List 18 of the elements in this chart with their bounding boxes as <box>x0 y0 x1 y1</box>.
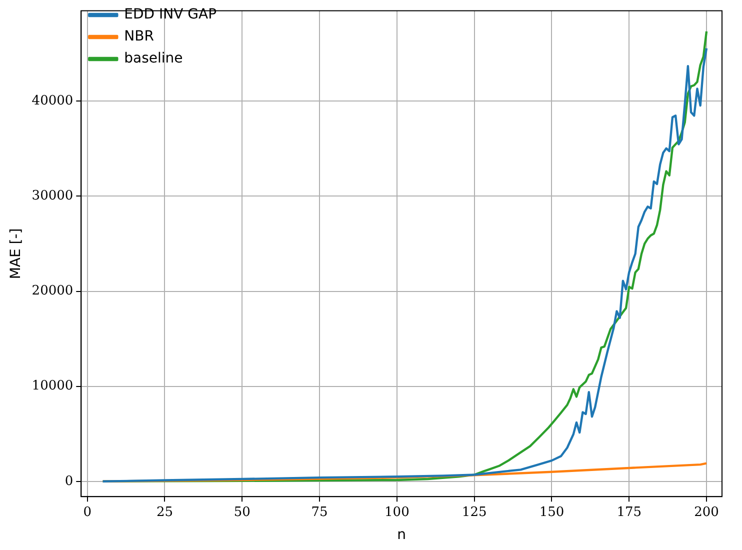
x-tick-label: 175 <box>616 504 642 520</box>
x-tick-label: 100 <box>384 504 410 520</box>
x-tick-label: 200 <box>694 504 719 520</box>
x-tick-label: 50 <box>234 504 250 520</box>
y-tick-label: 30000 <box>32 188 74 204</box>
x-tick-label: 150 <box>539 504 564 520</box>
y-tick-label: 10000 <box>32 378 74 394</box>
x-axis-title: n <box>397 527 406 544</box>
legend-label: NBR <box>124 28 154 45</box>
legend-label: baseline <box>124 50 183 67</box>
x-tick-label: 125 <box>462 504 487 520</box>
y-axis-title: MAE [-] <box>8 228 24 280</box>
y-tick-label: 40000 <box>32 93 74 108</box>
x-tick-label: 0 <box>83 504 92 520</box>
y-tick-label: 20000 <box>32 284 74 299</box>
x-tick-label: 25 <box>156 504 174 520</box>
x-tick-label: 75 <box>311 504 328 520</box>
y-tick-label: 0 <box>64 474 74 489</box>
